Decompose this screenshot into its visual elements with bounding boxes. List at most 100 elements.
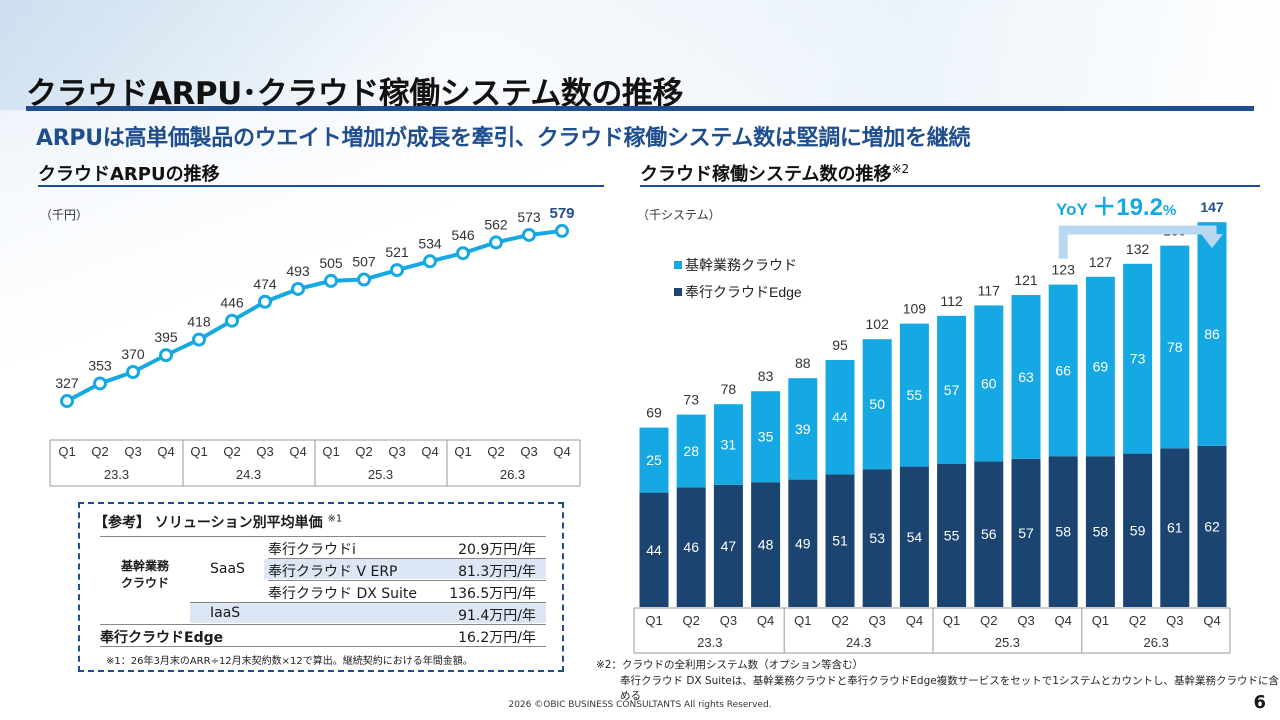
- kikan-bar: [1160, 245, 1190, 449]
- arpu-group-label: 25.3: [368, 467, 393, 482]
- edge-value-label: 46: [683, 539, 699, 555]
- yoy-arrow-head: [1201, 234, 1223, 248]
- product-name: 奉行クラウド DX Suite: [268, 586, 418, 602]
- table-row: 奉行クラウド DX Suite 136.5万円/年: [100, 580, 546, 602]
- total-value-label: 102: [866, 316, 890, 332]
- edge-value-label: 57: [1018, 525, 1034, 541]
- systems-group-label: 24.3: [846, 635, 871, 650]
- kikan-value-label: 57: [944, 382, 960, 398]
- arpu-point: [390, 263, 404, 278]
- saas-label: SaaS: [210, 561, 245, 577]
- systems-group-label: 26.3: [1144, 635, 1169, 650]
- systems-group-label: 25.3: [995, 635, 1020, 650]
- total-value-label: 112: [940, 293, 963, 309]
- reference-title-text: 【参考】 ソリューション別平均単価: [94, 515, 323, 531]
- systems-tick-label: Q4: [906, 613, 923, 628]
- kikan-value-label: 78: [1167, 339, 1183, 355]
- reference-note: ※1：26年3月末のARR÷12月末契約数×12で算出。継続契約における年間金額…: [106, 656, 473, 667]
- total-value-label: 109: [903, 301, 927, 317]
- arpu-point: [192, 332, 206, 347]
- systems-heading-text: クラウド稼働システム数の推移: [640, 164, 892, 185]
- edge-bar: [1085, 456, 1115, 607]
- row-divider: [100, 536, 546, 537]
- edge-label: 奉行クラウドEdge: [100, 630, 224, 646]
- arpu-data-label: 562: [484, 216, 508, 232]
- systems-tick-label: Q4: [757, 613, 774, 628]
- arpu-line-chart: 327 353 370 395 418 446 474 493 505 507 521 534 546 5…: [49, 205, 581, 487]
- edge-bar: [862, 469, 892, 607]
- kikan-bar: [676, 414, 706, 488]
- kikan-bar: [1085, 276, 1115, 457]
- total-value-label: 147: [1200, 199, 1224, 215]
- arpu-tick-label: Q3: [520, 444, 537, 459]
- total-value-label: 127: [1089, 254, 1113, 270]
- iaas-label: IaaS: [210, 605, 241, 621]
- systems-tick-label: Q1: [943, 613, 960, 628]
- arpu-data-label: 579: [549, 205, 574, 222]
- arpu-data-label: 505: [319, 255, 343, 271]
- arpu-point: [291, 281, 305, 296]
- systems-unit-label: （千システム）: [637, 208, 721, 222]
- total-value-label: 117: [978, 282, 1001, 298]
- edge-value-label: 59: [1130, 522, 1146, 538]
- yoy-bracket: [1058, 225, 1217, 259]
- row-shade: [264, 559, 546, 579]
- reference-box: 【参考】 ソリューション別平均単価 ※1 奉行クラウドi 20.9万円/年 奉行…: [78, 502, 564, 672]
- kikan-value-label: 63: [1018, 369, 1034, 385]
- legend-swatch-kikan: [674, 261, 682, 269]
- product-price: 20.9万円/年: [458, 542, 536, 558]
- total-value-label: 123: [1052, 262, 1076, 278]
- systems-tick-label: Q2: [1129, 613, 1146, 628]
- row-divider: [100, 646, 546, 647]
- arpu-point: [60, 394, 74, 409]
- product-price: 136.5万円/年: [449, 586, 536, 602]
- systems-tick-label: Q2: [980, 613, 997, 628]
- product-price: 81.3万円/年: [458, 564, 536, 580]
- arpu-data-label: 474: [253, 276, 277, 292]
- edge-value-label: 61: [1167, 520, 1183, 536]
- edge-bar: [1197, 445, 1227, 607]
- legend-label-kikan: 基幹業務クラウド: [685, 257, 797, 273]
- arpu-unit-label: （千円）: [40, 208, 89, 222]
- edge-bar: [1048, 456, 1078, 607]
- copyright-footer: 2026 ©OBIC BUSINESS CONSULTANTS All righ…: [508, 700, 772, 710]
- legend-swatch-edge: [674, 288, 682, 296]
- total-value-label: 95: [832, 337, 848, 353]
- yoy-label: YoY ＋19.2%: [1056, 194, 1176, 221]
- arpu-tick-label: Q1: [322, 444, 339, 459]
- kikan-bar: [899, 323, 929, 467]
- arpu-data-label: 353: [88, 357, 112, 373]
- systems-heading-note: ※2: [891, 162, 910, 176]
- row-divider: [190, 602, 546, 603]
- page-subtitle: ARPUは高単価製品のウエイト増加が成長を牽引、クラウド稼働システム数は堅調に増…: [36, 126, 971, 151]
- kikan-bar: [1011, 295, 1041, 459]
- systems-tick-label: Q1: [794, 613, 811, 628]
- total-value-label: 73: [683, 392, 699, 408]
- kikan-value-label: 66: [1055, 362, 1071, 378]
- edge-bar: [1123, 453, 1153, 607]
- edge-value-label: 55: [944, 528, 960, 544]
- edge-bar: [676, 487, 706, 607]
- edge-value-label: 49: [795, 535, 811, 551]
- table-row: IaaS 91.4万円/年: [100, 602, 546, 624]
- arpu-tick-label: Q2: [91, 444, 108, 459]
- kikan-bar: [788, 378, 818, 480]
- arpu-point: [225, 313, 239, 328]
- arpu-tick-label: Q2: [355, 444, 372, 459]
- edge-bar: [899, 466, 929, 607]
- systems-section-heading: クラウド稼働システム数の推移※2: [640, 160, 909, 186]
- arpu-data-label: 546: [451, 227, 475, 243]
- edge-bar: [788, 479, 818, 607]
- systems-tick-label: Q3: [720, 613, 737, 628]
- kikan-bar: [974, 305, 1004, 462]
- arpu-point: [522, 227, 536, 242]
- total-value-label: 78: [721, 381, 737, 397]
- systems-tick-label: Q1: [1092, 613, 1109, 628]
- legend-label-edge: 奉行クラウドEdge: [685, 284, 802, 300]
- edge-value-label: 54: [907, 529, 923, 545]
- arpu-point: [126, 365, 140, 379]
- systems-tick-label: Q2: [683, 613, 700, 628]
- reference-title-note: ※1: [327, 513, 343, 525]
- edge-value-label: 44: [646, 542, 662, 558]
- row-divider: [268, 558, 546, 559]
